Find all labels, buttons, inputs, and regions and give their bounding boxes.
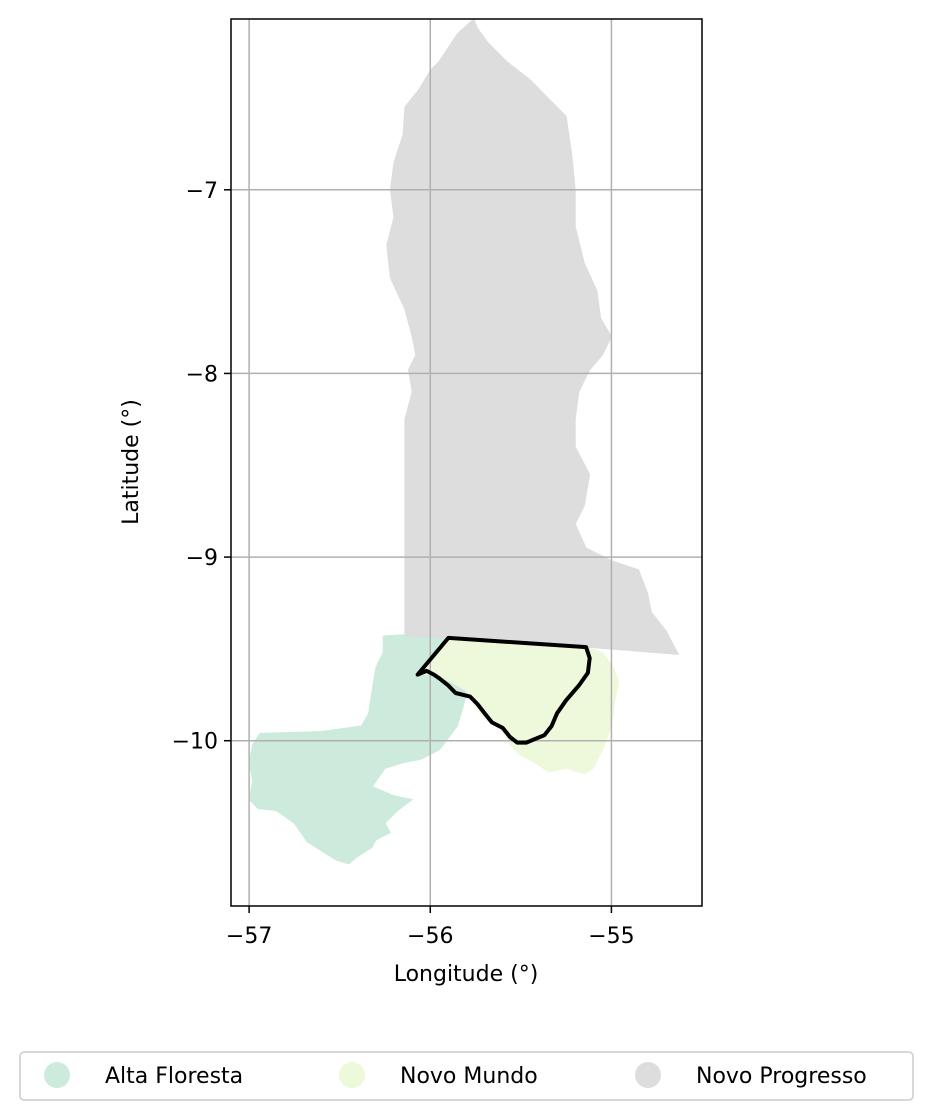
- region-alta-floresta: [248, 633, 468, 865]
- y-axis-label: Latitude (°): [119, 399, 144, 525]
- x-tick-label: −55: [588, 924, 634, 949]
- legend-frame: [19, 1051, 914, 1101]
- y-tick-label: −8: [186, 362, 218, 387]
- legend-label-novo-progresso: Novo Progresso: [696, 1064, 867, 1089]
- x-tick-label: −56: [407, 924, 453, 949]
- x-axis-label: Longitude (°): [394, 962, 539, 987]
- y-tick-label: −7: [186, 179, 218, 204]
- y-tick-label: −9: [186, 546, 218, 571]
- legend-marker-alta-floresta: [44, 1062, 70, 1088]
- legend-marker-novo-progresso: [635, 1062, 661, 1088]
- x-tick-label: −57: [226, 924, 272, 949]
- legend: Alta Floresta Novo Mundo Novo Progresso: [19, 1051, 914, 1101]
- grid-layer: [231, 19, 702, 906]
- region-layer: [248, 19, 680, 865]
- selected-area-outline: [415, 635, 592, 745]
- region-novo-progresso: [386, 19, 680, 655]
- legend-label-alta-floresta: Alta Floresta: [105, 1064, 243, 1089]
- outline-layer: [415, 635, 592, 745]
- legend-label-novo-mundo: Novo Mundo: [400, 1064, 538, 1089]
- plot-frame: [230, 18, 703, 907]
- legend-items: Alta Floresta Novo Mundo Novo Progresso: [44, 1062, 867, 1089]
- tick-layer: −57 −56 −55 −7 −8 −9 −10: [172, 179, 635, 949]
- y-tick-label: −10: [172, 730, 218, 755]
- legend-marker-novo-mundo: [339, 1062, 365, 1088]
